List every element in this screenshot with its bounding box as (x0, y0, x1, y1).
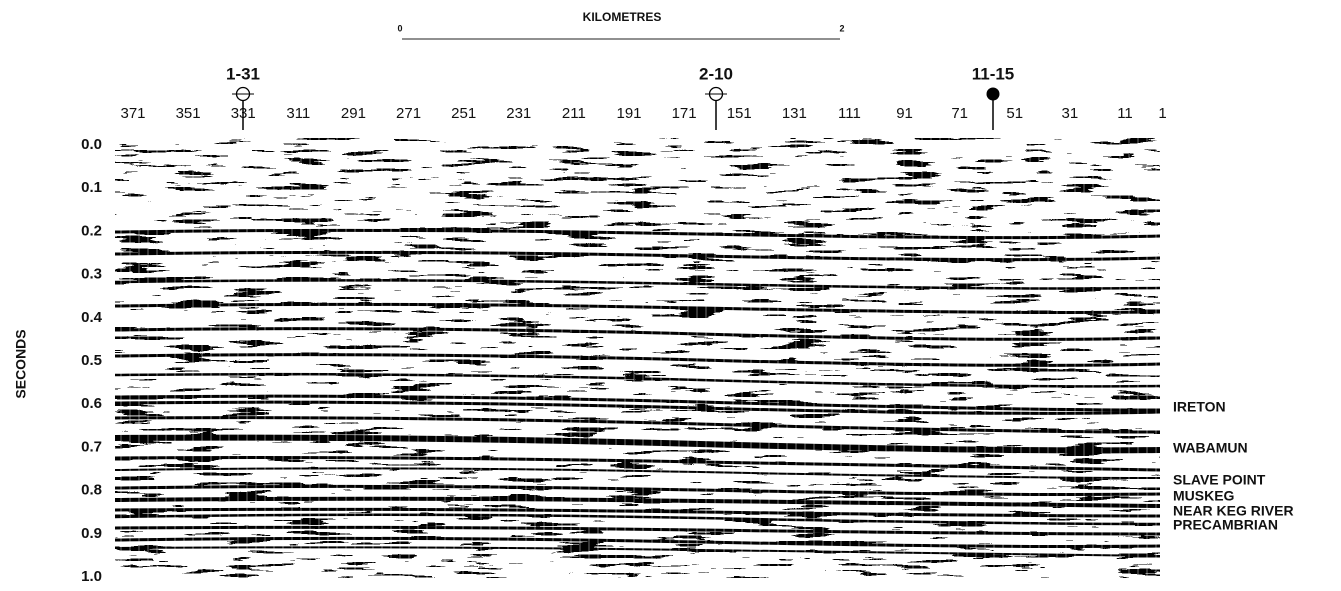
shotpoint-label: 91 (896, 105, 913, 122)
horizon-label: NEAR KEG RIVER (1173, 503, 1294, 519)
shotpoint-label: 151 (727, 105, 752, 122)
shotpoint-label: 251 (451, 105, 476, 122)
shotpoint-label: 311 (286, 105, 310, 122)
shotpoint-label: 191 (616, 105, 641, 122)
shotpoint-label: 291 (341, 105, 366, 122)
time-tick-label: 0.5 (81, 352, 102, 369)
time-tick-label: 0.0 (81, 136, 102, 153)
scale-start: 0 (397, 23, 402, 33)
horizon-label: PRECAMBRIAN (1173, 517, 1278, 533)
shotpoint-label: 11 (1117, 105, 1133, 122)
shotpoint-label: 231 (506, 105, 531, 122)
seismic-section (115, 138, 1160, 578)
shotpoint-label: 371 (120, 105, 145, 122)
trace-gaps (115, 138, 1160, 578)
horizon-label: SLAVE POINT (1173, 472, 1266, 488)
time-tick-label: 0.8 (81, 482, 102, 499)
shotpoint-label: 1 (1158, 105, 1166, 122)
well-label: 11-15 (972, 64, 1015, 83)
time-tick-label: 0.1 (81, 179, 102, 196)
shotpoint-label: 131 (782, 105, 807, 122)
horizon-label: MUSKEG (1173, 488, 1235, 504)
time-tick-label: 0.4 (81, 309, 103, 326)
time-tick-label: 0.3 (81, 266, 102, 283)
time-tick-label: 0.2 (81, 222, 102, 239)
well-label: 1-31 (226, 64, 260, 83)
time-axis-label: SECONDS (13, 329, 29, 398)
scale-end: 2 (839, 23, 844, 33)
shotpoint-label: 71 (951, 105, 968, 122)
shotpoint-label: 171 (672, 105, 697, 122)
horizon-label: WABAMUN (1173, 440, 1248, 456)
shotpoint-label: 351 (176, 105, 201, 122)
horizon-label: IRETON (1173, 399, 1226, 415)
time-tick-label: 0.6 (81, 395, 102, 412)
scale-title: KILOMETRES (583, 10, 662, 24)
shotpoint-label: 31 (1062, 105, 1079, 122)
shotpoint-label: 211 (562, 105, 586, 122)
time-tick-label: 0.9 (81, 525, 102, 542)
time-tick-label: 1.0 (81, 568, 102, 585)
shotpoint-label: 51 (1006, 105, 1023, 122)
well-symbol (986, 87, 1000, 101)
well-label: 2-10 (699, 64, 733, 83)
time-tick-label: 0.7 (81, 438, 102, 455)
shotpoint-label: 111 (838, 105, 861, 122)
shotpoint-label: 271 (396, 105, 421, 122)
